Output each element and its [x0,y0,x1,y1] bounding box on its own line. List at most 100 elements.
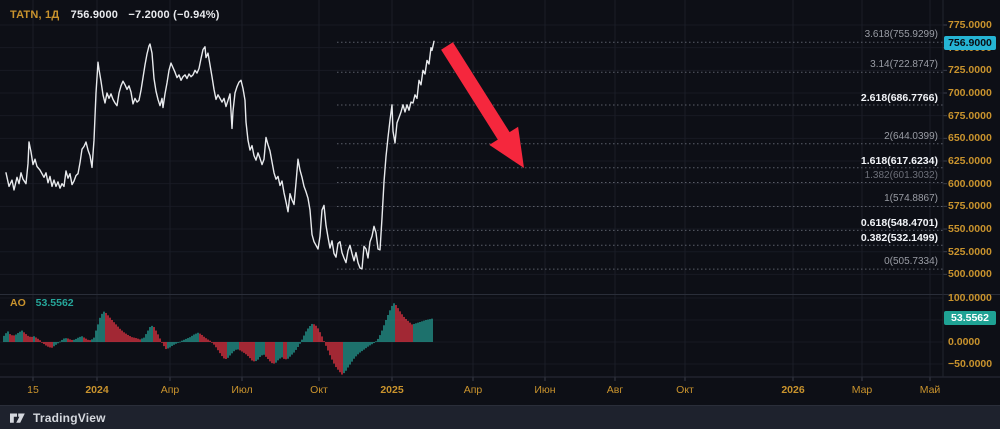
ao-histogram-bar [41,342,43,343]
ao-histogram-bar [111,320,113,342]
price-axis-label: 525.0000 [948,245,992,258]
ao-histogram-bar [117,326,119,342]
ao-histogram-bar [417,322,419,342]
ao-histogram-bar [273,342,275,364]
ao-histogram-bar [225,342,227,360]
ao-histogram-bar [219,342,221,354]
ao-histogram-bar [133,337,135,342]
ao-histogram-bar [261,342,263,356]
ao-histogram-bar [187,338,189,342]
fib-level-label[interactable]: 0.618(548.4701) [860,217,938,230]
ao-indicator-header[interactable]: AO 53.5562 [10,297,74,309]
ao-indicator-label[interactable]: AO [10,297,26,309]
ao-histogram-bar [147,330,149,342]
ao-histogram-bar [149,327,151,342]
time-axis-label: Июл [231,384,253,396]
fib-level-label[interactable]: 1.618(617.6234) [860,154,938,167]
fib-level-label[interactable]: 0(505.7334) [884,256,938,268]
ao-histogram-bar [37,338,39,342]
ao-histogram-bar [95,330,97,342]
ao-histogram-bar [109,317,111,342]
ao-histogram-bar [349,342,351,365]
ao-histogram-bar [313,324,315,342]
ao-histogram-bar [185,338,187,342]
fib-level-label[interactable]: 1.382(601.3032) [864,169,938,181]
ao-histogram-bar [115,324,117,342]
symbol-name[interactable]: TATN, 1Д [10,9,60,21]
ao-histogram-bar [325,342,327,346]
ao-histogram-bar [373,342,375,344]
ao-histogram-bar [343,342,345,374]
time-axis-label: Апр [463,384,483,396]
fib-level-label[interactable]: 2(644.0399) [884,130,938,142]
ao-histogram-bar [277,342,279,361]
bottom-toolbar: TradingView [0,405,1000,429]
ao-histogram-bar [197,332,199,342]
brand-label[interactable]: TradingView [33,410,106,425]
ao-histogram-bar [63,338,65,342]
ao-histogram-bar [47,342,49,347]
ao-histogram-bar [249,342,251,359]
ao-histogram-bar [31,336,33,342]
ao-histogram-bar [103,311,105,342]
tradingview-logo-icon[interactable] [9,411,26,425]
ao-histogram-bar [369,342,371,346]
ao-histogram-bar [155,330,157,342]
last-price-value: 756.9000 [70,9,119,21]
ao-histogram-bar [173,342,175,345]
last-price-badge: 756.9000 [944,36,996,50]
ao-histogram-bar [141,338,143,342]
ao-histogram-bar [151,325,153,342]
ao-histogram-bar [303,335,305,342]
ao-histogram-bar [237,342,239,350]
ao-histogram-bar [97,324,99,342]
ao-histogram-bar [371,342,373,345]
ao-histogram-bar [13,335,15,342]
ao-histogram-bar [177,342,179,343]
ao-histogram-bar [105,312,107,342]
ao-histogram-bar [419,321,421,342]
ao-histogram-bar [3,335,5,342]
ao-histogram-bar [67,338,69,342]
fib-level-label[interactable]: 3.14(722.8747) [870,59,938,71]
ao-histogram-bar [99,317,101,342]
chart-plot-area[interactable] [0,0,1000,405]
ao-histogram-bar [245,342,247,355]
down-arrow-annotation[interactable] [441,42,524,168]
ao-histogram-bar [427,319,429,342]
price-axis-label: 675.0000 [948,109,992,122]
fib-level-label[interactable]: 2.618(686.7766) [860,91,938,104]
symbol-header[interactable]: TATN, 1Д 756.9000 −7.2000 (−0.94%) [10,9,220,21]
ao-histogram-bar [241,342,243,352]
fib-level-label[interactable]: 3.618(755.9299) [864,29,938,41]
fib-level-label[interactable]: 0.382(532.1499) [860,232,938,245]
time-axis-label: Июн [534,384,556,396]
ao-histogram-bar [139,339,141,342]
ao-histogram-bar [431,318,433,342]
ao-histogram-bar [337,342,339,370]
ao-histogram-bar [69,339,71,342]
ao-histogram-bar [397,308,399,342]
ao-histogram-bar [39,340,41,342]
ao-histogram-bar [23,332,25,342]
ao-histogram-bar [179,341,181,343]
ao-histogram-bar [43,342,45,345]
ao-histogram-bar [123,332,125,342]
ao-histogram-bar [333,342,335,364]
ao-histogram-bar [269,342,271,362]
ao-histogram-bar [263,342,265,355]
fib-level-label[interactable]: 1(574.8867) [884,193,938,205]
ao-histogram-bar [375,341,377,343]
ao-histogram-bar [7,331,9,342]
ao-histogram-bar [143,337,145,342]
ao-histogram-bar [259,342,261,357]
ao-histogram-bar [353,342,355,359]
ao-histogram-bar [227,342,229,358]
price-line-series[interactable] [5,40,435,270]
ao-histogram-bar [253,342,255,362]
ao-histogram-bar [127,334,129,342]
ao-histogram-bar [391,305,393,342]
ao-histogram-bar [265,342,267,357]
ao-histogram-bar [209,340,211,342]
